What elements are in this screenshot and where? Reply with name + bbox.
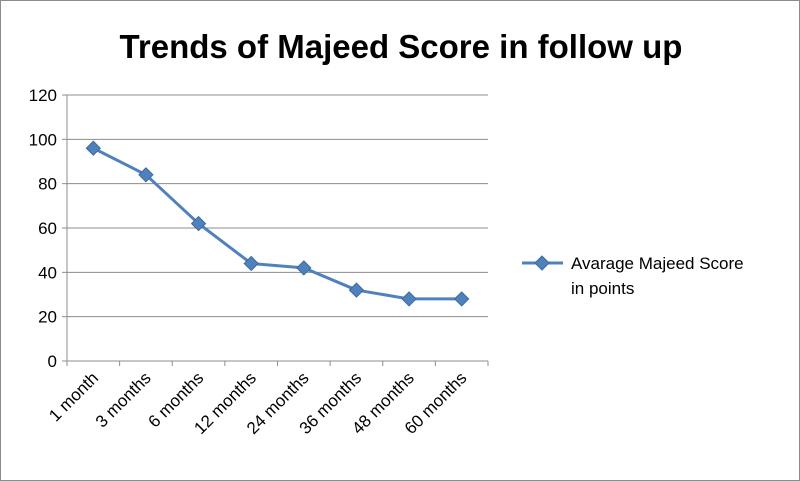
data-point-4 — [296, 260, 312, 276]
legend-label-line-1: Avarage Majeed Score — [571, 254, 744, 273]
y-tick-label-60: 60 — [38, 219, 57, 238]
x-tick-label-1: 3 months — [92, 368, 155, 431]
legend-entry-label: Avarage Majeed Score in points — [571, 254, 748, 298]
legend-label-line-2: in points — [571, 279, 634, 298]
data-point-7 — [453, 291, 470, 307]
data-point-2 — [190, 215, 207, 232]
y-tick-label-40: 40 — [38, 263, 57, 282]
gridlines — [62, 94, 488, 362]
y-tick-label-120: 120 — [29, 86, 57, 105]
legend: Avarage Majeed Score in points — [522, 254, 748, 298]
y-axis-tick-labels: 0 20 40 60 80 100 120 — [29, 86, 57, 371]
data-point-3 — [243, 255, 259, 272]
legend-marker-diamond — [534, 255, 550, 271]
data-point-1 — [138, 167, 154, 183]
chart-title: Trends of Majeed Score in follow up — [120, 28, 683, 65]
y-tick-label-20: 20 — [38, 308, 57, 327]
series-line-0 — [92, 146, 462, 301]
series-layer — [85, 140, 470, 307]
data-point-0 — [85, 140, 102, 156]
y-tick-label-100: 100 — [29, 130, 57, 149]
axes — [66, 95, 489, 366]
y-tick-label-0: 0 — [48, 352, 57, 371]
data-point-6 — [401, 291, 417, 307]
data-point-5 — [348, 282, 365, 298]
y-tick-label-80: 80 — [38, 175, 57, 194]
